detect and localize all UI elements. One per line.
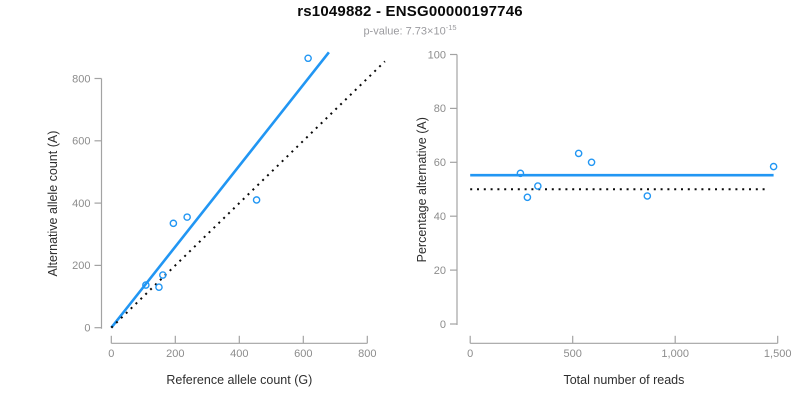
x-axis-label: Reference allele count (G) (166, 373, 312, 387)
figure-subtitle: p-value: 7.73×10-15 (20, 23, 800, 38)
y-tick-label: 80 (434, 103, 446, 115)
x-tick-label: 1,000 (661, 348, 689, 360)
data-point (159, 271, 167, 279)
data-point (169, 219, 178, 228)
regression-line (110, 51, 330, 329)
data-point (183, 213, 191, 221)
y-tick-label: 400 (72, 198, 90, 210)
data-point (252, 196, 261, 204)
data-point (587, 158, 596, 167)
y-tick-label: 60 (434, 157, 446, 169)
x-tick-label: 0 (108, 348, 114, 360)
data-point (516, 169, 525, 178)
data-point (142, 281, 150, 289)
pvalue-exponent: -15 (445, 23, 457, 32)
x-tick-label: 400 (230, 348, 248, 360)
data-point (574, 149, 583, 158)
x-tick-label: 200 (166, 348, 184, 360)
y-axis-label: Percentage alternative (A) (415, 117, 429, 262)
percentage-vs-reads-scatter-panel: 0 20 40 60 80 100 0 500 1,000 1,500 Total number o… (415, 49, 791, 387)
pvalue-text: p-value: 7.73×10 (363, 25, 446, 38)
data-point (304, 54, 312, 63)
figure-title: rs1049882 - ENSG00000197746 (297, 3, 523, 20)
y-tick-label: 0 (440, 319, 446, 331)
x-tick-label: 800 (358, 348, 376, 360)
x-tick-label: 1,500 (764, 348, 792, 360)
x-tick-label: 600 (294, 348, 312, 360)
x-tick-label: 500 (564, 348, 582, 360)
y-tick-label: 0 (84, 323, 90, 335)
allele-counts-scatter-panel: 0 200 400 600 800 0 200 400 600 800 Reference alle… (46, 51, 386, 387)
y-tick-label: 100 (428, 49, 446, 61)
y-tick-label: 20 (434, 265, 446, 277)
y-tick-label: 600 (72, 136, 90, 148)
data-point (643, 192, 652, 200)
data-point (523, 193, 532, 202)
data-point (769, 162, 778, 171)
y-tick-label: 40 (434, 211, 446, 223)
y-axis-label: Alternative allele count (A) (46, 131, 60, 277)
x-axis-label: Total number of reads (563, 373, 684, 387)
x-tick-label: 0 (467, 348, 473, 360)
y-tick-label: 800 (72, 73, 90, 85)
data-point (534, 182, 542, 190)
data-point (155, 283, 163, 292)
y-tick-label: 200 (72, 260, 90, 272)
identity-line (110, 60, 386, 329)
